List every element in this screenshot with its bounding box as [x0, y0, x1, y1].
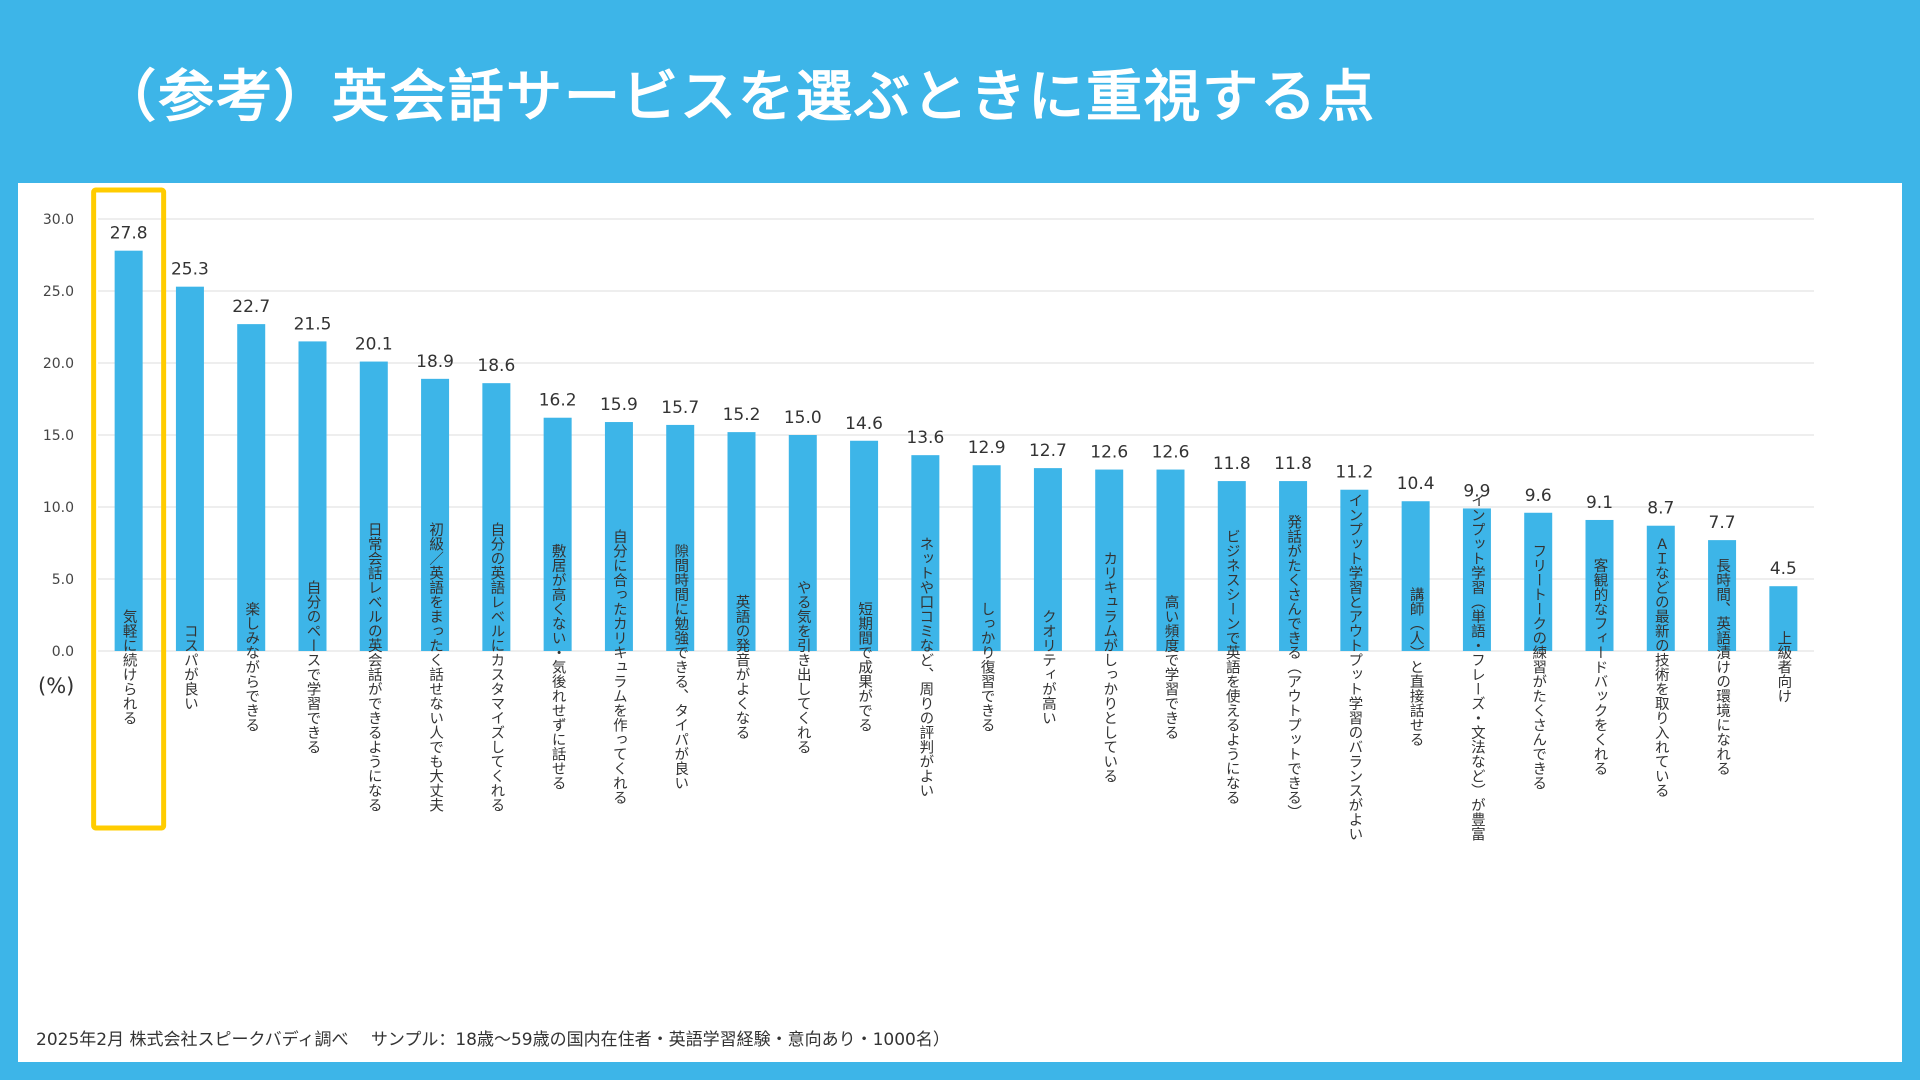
- bar: [911, 455, 940, 651]
- category-label: しっかり復習できる: [979, 602, 995, 733]
- category-label: 英語の発音がよくなる: [734, 593, 750, 740]
- bar: [1217, 481, 1246, 651]
- bar: [666, 424, 695, 651]
- bar-value-label: 4.5: [1770, 559, 1797, 579]
- category-label: カリキュラムがしっかりとしている: [1101, 551, 1117, 783]
- bar-value-label: 10.4: [1397, 474, 1435, 494]
- bar-value-label: 9.1: [1586, 493, 1613, 513]
- bar: [972, 465, 1001, 651]
- y-axis-unit-label: (%): [38, 674, 75, 698]
- bar: [788, 435, 817, 651]
- bar: [1462, 508, 1491, 651]
- category-label: 自分のペースで学習できる: [305, 580, 321, 755]
- bar-value-label: 7.7: [1709, 513, 1736, 533]
- bar-value-label: 15.2: [723, 405, 761, 425]
- y-tick-label: 25.0: [43, 284, 74, 300]
- bar: [1033, 468, 1062, 651]
- bar-value-label: 21.5: [294, 314, 332, 334]
- page-title: （参考）英会話サービスを選ぶときに重視する点: [100, 65, 1376, 130]
- bar-value-label: 12.6: [1090, 443, 1128, 463]
- bar-value-label: 22.7: [232, 297, 270, 317]
- bar-value-label: 16.2: [539, 391, 577, 411]
- category-label: 高い頻度で学習できる: [1163, 594, 1179, 740]
- category-label: 隙間時間に勉強できる、タイパが良い: [672, 544, 688, 791]
- bar-value-label: 11.8: [1213, 454, 1251, 474]
- bar: [359, 361, 388, 651]
- bar: [850, 440, 879, 651]
- y-tick-label: 5.0: [52, 572, 74, 588]
- category-label: 気軽に続けられる: [121, 609, 137, 726]
- category-label: 自分に合ったカリキュラムを作ってくれる: [611, 529, 627, 805]
- category-label: コスパが良い: [182, 624, 198, 711]
- category-label: 客観的なフィードバックをくれる: [1592, 558, 1608, 776]
- chart-panel: 0.0 5.0 10.0 15.0 20.0 25.0 30.0 27.8 気軽に続けられる 25…: [18, 183, 1902, 1062]
- category-label: 短期間で成果がでる: [856, 602, 872, 733]
- bar: [1646, 525, 1675, 651]
- category-label: クオリティが高い: [1040, 609, 1056, 725]
- category-label: 初級／英語をまったく話せない人でも大丈夫: [427, 522, 443, 813]
- category-label: インプット学習（単語・フレーズ・文法など）が豊富: [1469, 493, 1485, 841]
- bar: [482, 383, 511, 651]
- category-label: ネットや口コミなど、周りの評判がよい: [917, 536, 933, 797]
- category-label: ビジネスシーンで英語を使えるようになる: [1224, 529, 1240, 805]
- bar-value-label: 11.8: [1274, 454, 1312, 474]
- category-label: 講師（人）と直接話せる: [1408, 587, 1424, 747]
- bar-value-label: 20.1: [355, 335, 393, 355]
- bar-chart: 0.0 5.0 10.0 15.0 20.0 25.0 30.0 27.8 気軽に続けられる 25…: [43, 187, 1814, 841]
- bar-value-label: 11.2: [1335, 463, 1373, 483]
- bar: [1095, 469, 1124, 651]
- bar-value-label: 18.9: [416, 352, 454, 372]
- y-tick-label: 20.0: [43, 356, 74, 372]
- category-label: 日常会話レベルの英会話ができるようになる: [366, 522, 382, 812]
- bar: [421, 378, 450, 651]
- bar: [237, 324, 266, 651]
- bar-value-label: 12.9: [968, 438, 1006, 458]
- category-label: 自分の英語レベルにカスタマイズしてくれる: [488, 522, 504, 813]
- bar-value-label: 15.9: [600, 395, 638, 415]
- bar: [298, 341, 327, 651]
- bar: [1769, 586, 1798, 651]
- category-label: やる気を引き出してくれる: [795, 580, 811, 755]
- bar: [114, 250, 143, 651]
- bar-value-label: 14.6: [845, 414, 883, 434]
- bar: [1524, 512, 1553, 651]
- bar-value-label: 27.8: [110, 224, 148, 244]
- bar-value-label: 12.7: [1029, 441, 1067, 461]
- bar: [1708, 540, 1737, 651]
- bar: [604, 422, 633, 651]
- category-label: ＡＩなどの最新の技術を取り入れている: [1653, 537, 1669, 798]
- y-tick-label: 0.0: [52, 644, 74, 660]
- bar: [1401, 501, 1430, 651]
- bar-value-label: 12.6: [1152, 443, 1190, 463]
- category-label: 長時間、英語漬けの環境になれる: [1714, 558, 1730, 776]
- y-tick-label: 15.0: [43, 428, 74, 444]
- bar: [1340, 489, 1369, 651]
- bar-value-label: 8.7: [1647, 499, 1674, 519]
- bar: [1585, 519, 1614, 651]
- bar-value-label: 13.6: [906, 428, 944, 448]
- category-label: 発話がたくさんできる（アウトプットできる）: [1285, 515, 1301, 820]
- bar-value-label: 15.7: [661, 398, 699, 418]
- bar: [727, 432, 756, 651]
- bar-value-label: 15.0: [784, 408, 822, 428]
- bar-value-label: 9.9: [1463, 481, 1490, 501]
- category-label: インプット学習とアウトプット学習のバランスがよい: [1346, 493, 1362, 841]
- y-tick-label: 30.0: [43, 212, 74, 228]
- y-tick-label: 10.0: [43, 500, 74, 516]
- bar: [175, 286, 204, 651]
- category-label: 上級者向け: [1775, 631, 1791, 704]
- highlight-box: [91, 187, 167, 831]
- bar-value-label: 9.6: [1525, 486, 1552, 506]
- category-label: 敷居が高くない・気後れせずに話せる: [550, 544, 566, 791]
- category-label: 楽しみながらできる: [243, 602, 259, 733]
- bar: [1279, 481, 1308, 651]
- footnote: 2025年2月 株式会社スピークバディ調べ サンプル：18歳〜59歳の国内在住者…: [36, 1030, 950, 1050]
- bar: [543, 417, 572, 651]
- bar-value-label: 18.6: [477, 356, 515, 376]
- bar: [1156, 469, 1185, 651]
- category-label: フリートークの練習がたくさんできる: [1530, 544, 1546, 791]
- bar-value-label: 25.3: [171, 260, 209, 280]
